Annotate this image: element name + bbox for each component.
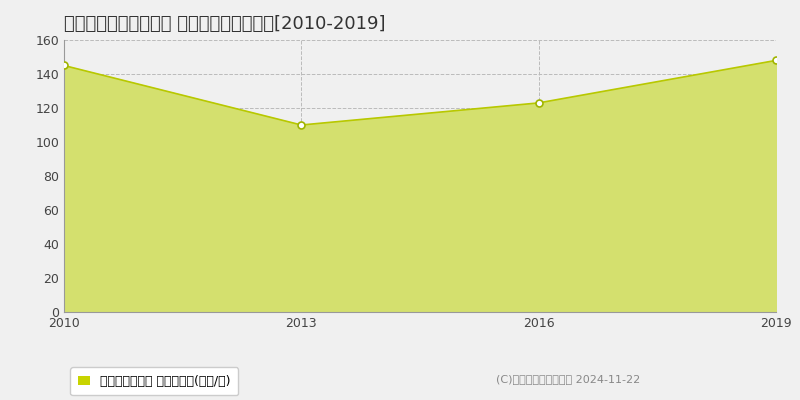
Text: 名古屋市名東区照が丘 マンション価格推移[2010-2019]: 名古屋市名東区照が丘 マンション価格推移[2010-2019] xyxy=(64,15,386,33)
Text: (C)土地価格ドットコム 2024-11-22: (C)土地価格ドットコム 2024-11-22 xyxy=(496,374,640,384)
Legend: マンション価格 平均坪単価(万円/坪): マンション価格 平均坪単価(万円/坪) xyxy=(70,367,238,395)
